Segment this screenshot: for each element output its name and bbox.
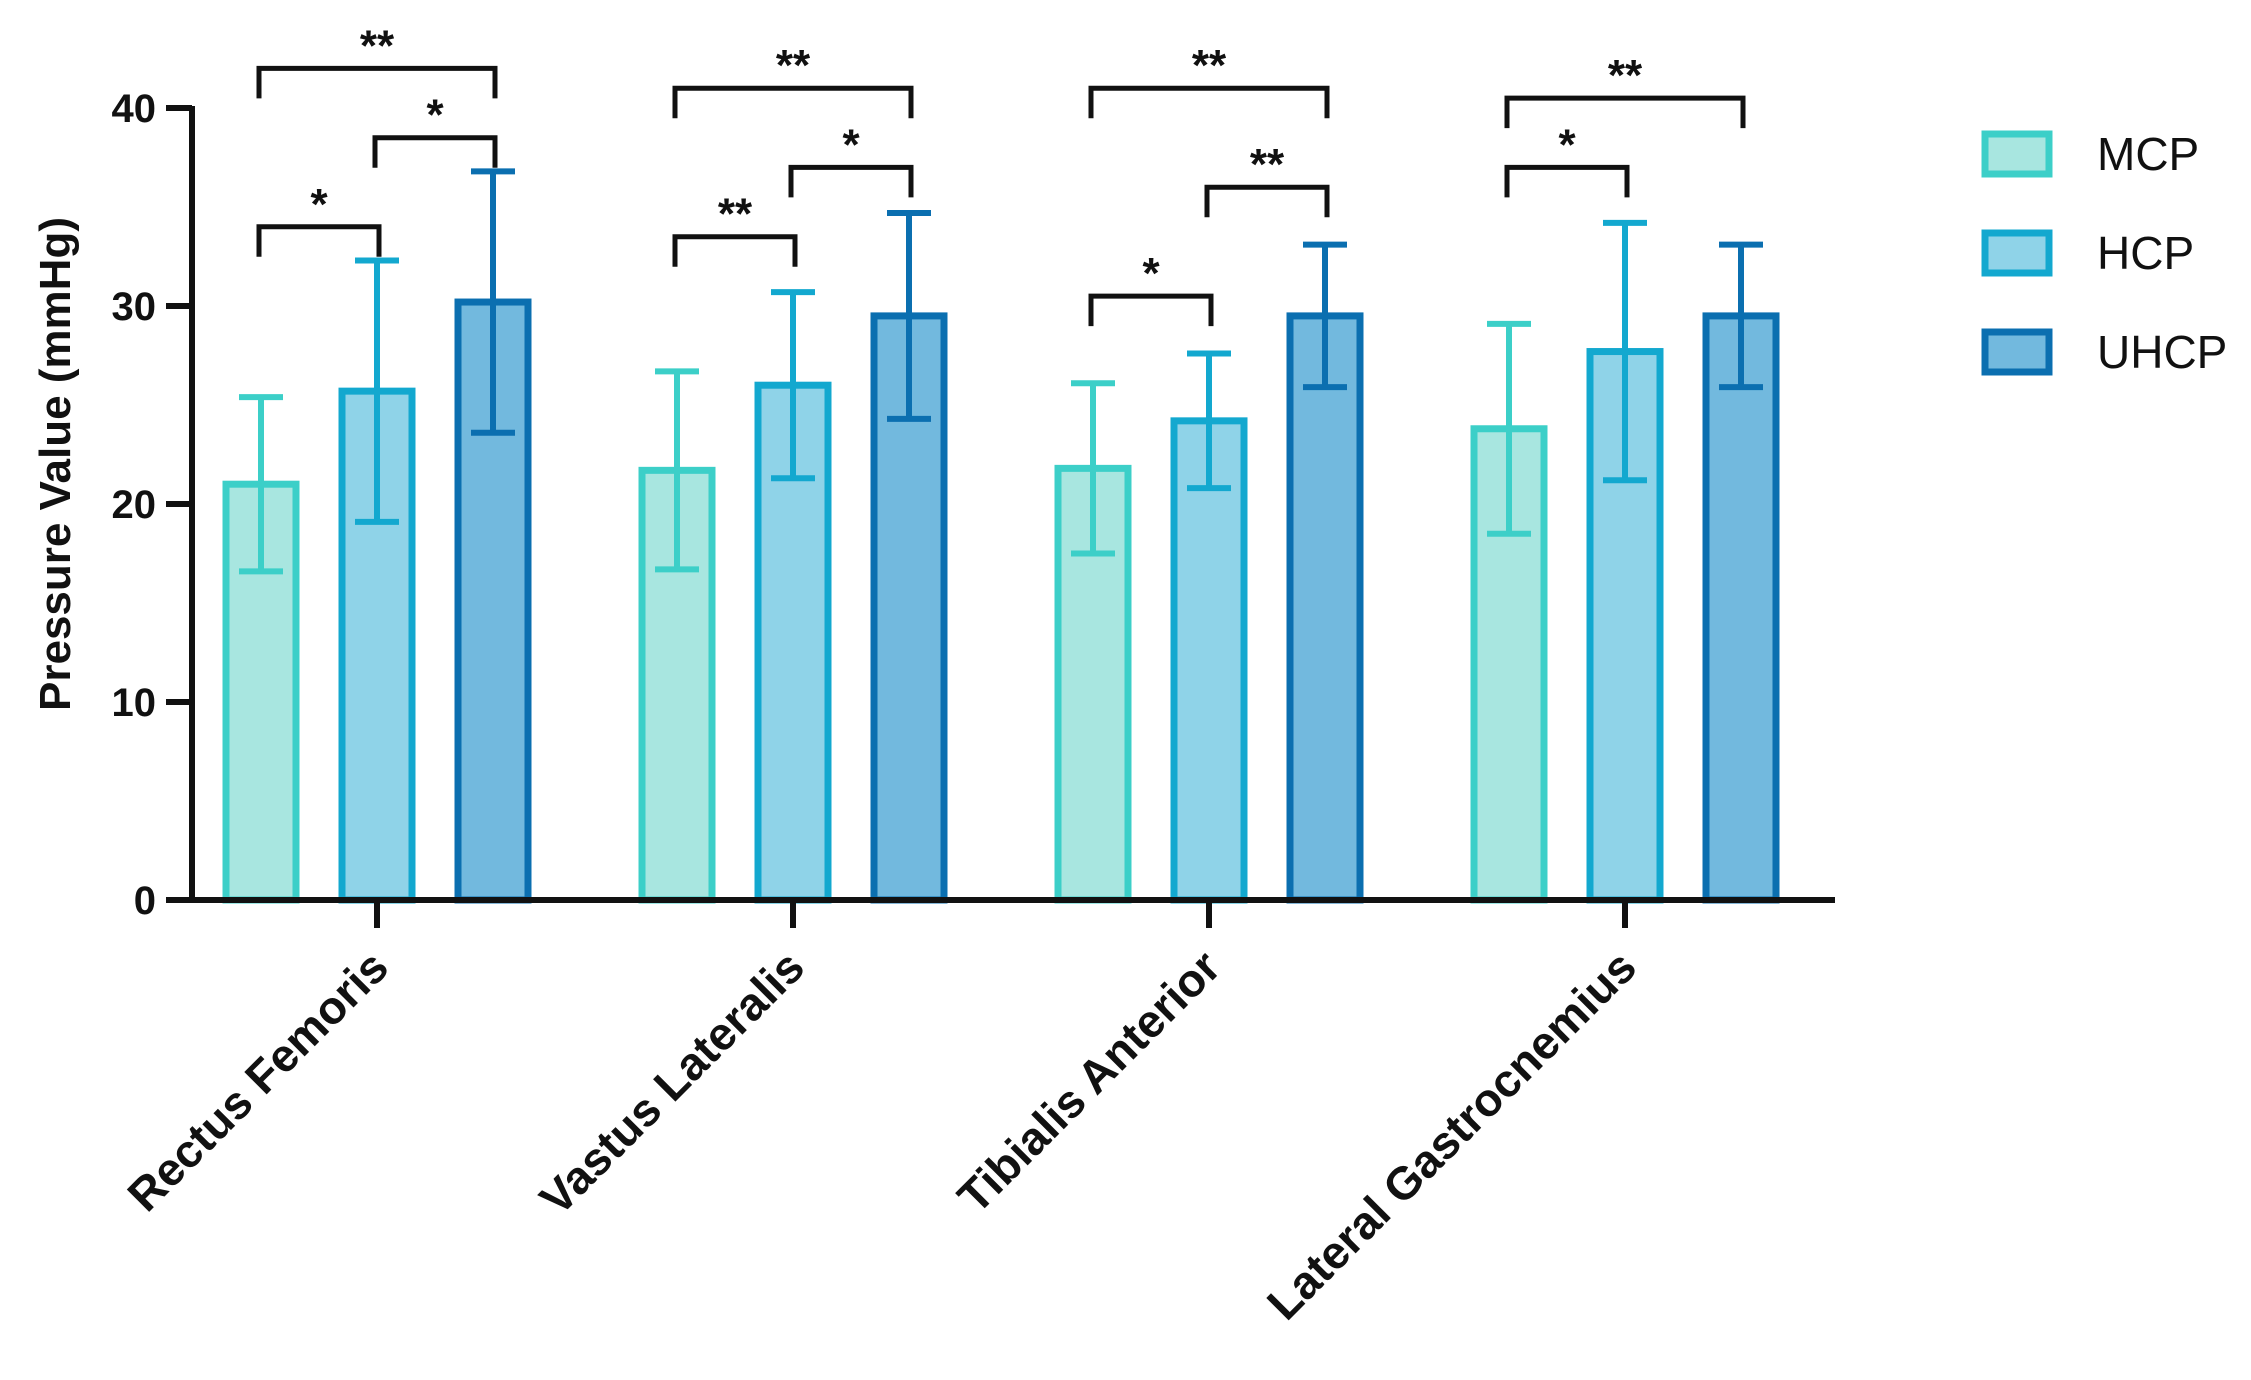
legend-swatch-hcp	[1981, 229, 2053, 277]
significance-label-3: **	[360, 21, 395, 70]
legend-label-uhcp: UHCP	[2097, 326, 2227, 378]
significance-bracket-7	[1088, 293, 1214, 327]
significance-bracket-11	[1504, 95, 1746, 129]
y-tick-label-40: 40	[112, 87, 157, 131]
significance-bracket-5	[788, 164, 914, 198]
significance-label-7: *	[1142, 249, 1160, 298]
significance-label-11: **	[1608, 51, 1643, 100]
significance-bracket-10	[1504, 164, 1630, 198]
bar-mcp-4	[1470, 425, 1548, 904]
y-tick-label-30: 30	[112, 285, 157, 329]
significance-bracket-9	[1088, 85, 1330, 119]
legend-label-hcp: HCP	[2097, 227, 2194, 279]
significance-label-9: **	[1192, 41, 1227, 90]
y-tick-label-20: 20	[112, 483, 157, 527]
significance-label-2: *	[426, 91, 444, 140]
y-tick-label-10: 10	[112, 681, 157, 725]
y-axis-title: Pressure Value (mmHg)	[31, 217, 80, 711]
y-tick-label-0: 0	[134, 879, 156, 923]
error-bars-layer	[239, 168, 1763, 575]
significance-bracket-6	[672, 85, 914, 119]
significance-label-1: *	[310, 180, 328, 229]
x-tick-label-2: Vastus Lateralis	[530, 940, 814, 1224]
significance-label-4: **	[718, 190, 753, 239]
legend: MCP HCP UHCP	[1981, 128, 2227, 378]
legend-swatch-mcp	[1981, 130, 2053, 178]
significance-layer: *****************	[256, 21, 1746, 327]
legend-label-mcp: MCP	[2097, 128, 2199, 180]
x-tick-label-1: Rectus Femoris	[117, 940, 398, 1221]
significance-label-5: *	[842, 120, 860, 169]
significance-bracket-2	[372, 135, 498, 168]
bar-hcp-3	[1170, 417, 1248, 904]
x-tick-label-3: Tibialis Anterior	[947, 940, 1230, 1223]
legend-swatch-uhcp	[1981, 328, 2053, 376]
significance-bracket-3	[256, 65, 498, 99]
bar-uhcp-3	[1286, 312, 1364, 904]
significance-label-10: *	[1558, 120, 1576, 169]
bars-layer	[222, 298, 1780, 904]
significance-label-8: **	[1250, 140, 1285, 189]
significance-label-6: **	[776, 41, 811, 90]
significance-bracket-8	[1204, 184, 1330, 218]
x-tick-label-4: Lateral Gastrocnemius	[1257, 940, 1646, 1329]
bar-uhcp-4	[1702, 312, 1780, 904]
significance-bracket-4	[672, 234, 798, 267]
significance-bracket-1	[256, 224, 382, 257]
